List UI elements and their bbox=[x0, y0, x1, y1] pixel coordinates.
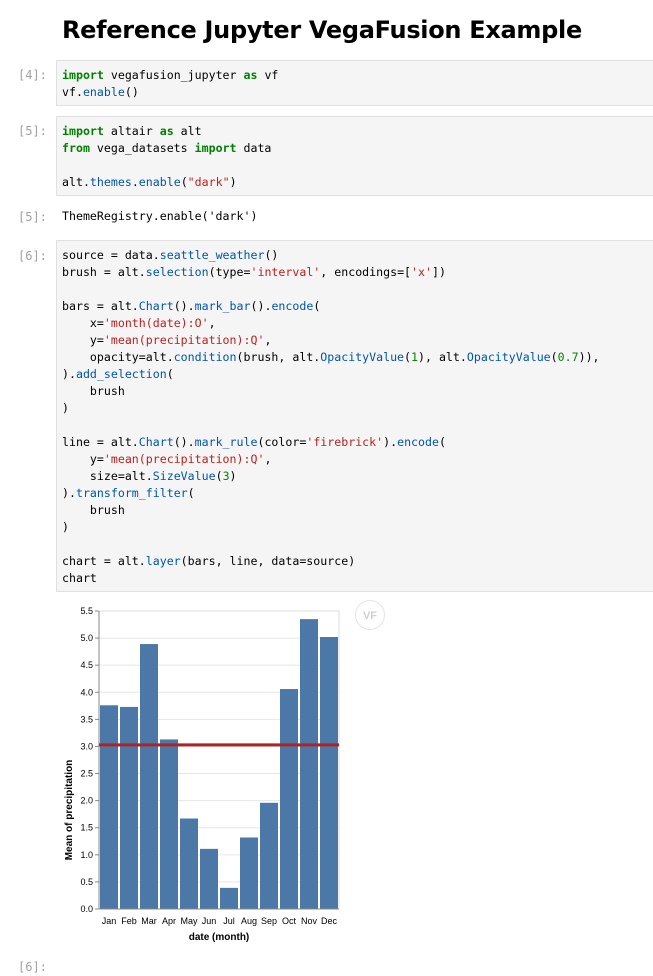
y-tick-label: 0.0 bbox=[80, 904, 93, 914]
x-tick-label: Aug bbox=[241, 916, 257, 926]
code-block-3[interactable]: source = data.seattle_weather() brush = … bbox=[62, 248, 600, 585]
code-cell-1[interactable] bbox=[56, 60, 653, 106]
bar-dec bbox=[320, 637, 338, 909]
x-tick-label: Apr bbox=[162, 916, 176, 926]
bar-apr bbox=[160, 739, 178, 909]
x-axis-title: date (month) bbox=[189, 932, 250, 943]
bar-aug bbox=[240, 837, 258, 909]
cell-prompt: [6]: bbox=[18, 960, 47, 974]
y-tick-label: 4.5 bbox=[80, 660, 93, 670]
bar-feb bbox=[120, 706, 138, 909]
bar-sep bbox=[260, 802, 278, 909]
code-cell-2[interactable] bbox=[56, 116, 653, 196]
y-tick-label: 4.0 bbox=[80, 687, 93, 697]
x-tick-label: Sep bbox=[261, 916, 277, 926]
precipitation-chart[interactable]: 0.0 0.5 1.0 1.5 2.0 2.5 3.0 3.5 4.0 4.5 5.0 5.5 Jan F… bbox=[56, 600, 356, 945]
x-tick-label: May bbox=[180, 916, 198, 926]
vegafusion-badge[interactable]: VF bbox=[355, 600, 385, 630]
code-cell-3[interactable] bbox=[56, 240, 653, 592]
y-tick-label: 0.5 bbox=[80, 877, 93, 887]
x-tick-label: Feb bbox=[121, 916, 137, 926]
x-tick-label: Nov bbox=[301, 916, 318, 926]
cell-prompt: [5]: bbox=[18, 124, 47, 138]
bar-nov bbox=[300, 619, 318, 909]
y-tick-label: 1.0 bbox=[80, 850, 93, 860]
x-tick-label: Jan bbox=[102, 916, 117, 926]
code-block-1[interactable]: import vegafusion_jupyter as vf vf.enabl… bbox=[62, 68, 279, 99]
y-tick-label: 2.5 bbox=[80, 769, 93, 779]
x-tick-label: Oct bbox=[282, 916, 297, 926]
y-tick-label: 3.0 bbox=[80, 741, 93, 751]
cell-prompt: [4]: bbox=[18, 68, 47, 82]
cell-prompt: [6]: bbox=[18, 249, 47, 263]
y-tick-label: 1.5 bbox=[80, 823, 93, 833]
x-tick-label: Jul bbox=[223, 916, 235, 926]
y-tick-label: 2.0 bbox=[80, 796, 93, 806]
y-axis-title: Mean of precipitation bbox=[64, 760, 75, 861]
x-tick-label: Dec bbox=[321, 916, 338, 926]
output-prompt: [5]: bbox=[18, 210, 47, 224]
bar-jul bbox=[220, 887, 238, 909]
svg-text:VF: VF bbox=[363, 610, 377, 622]
bar-oct bbox=[280, 689, 298, 909]
x-tick-label: Mar bbox=[141, 916, 157, 926]
vegafusion-logo-icon: VF bbox=[363, 610, 377, 622]
bar-jun bbox=[200, 848, 218, 909]
cell-output: ThemeRegistry.enable('dark') bbox=[62, 209, 258, 223]
code-block-2[interactable]: import altair as alt from vega_datasets … bbox=[62, 124, 272, 189]
bar-jan bbox=[100, 705, 118, 909]
bar-mar bbox=[140, 644, 158, 909]
y-tick-label: 3.5 bbox=[80, 714, 93, 724]
page-title: Reference Jupyter VegaFusion Example bbox=[62, 16, 582, 44]
y-tick-label: 5.0 bbox=[80, 633, 93, 643]
bar-may bbox=[180, 818, 198, 909]
y-tick-label: 5.5 bbox=[80, 606, 93, 616]
x-tick-label: Jun bbox=[202, 916, 217, 926]
